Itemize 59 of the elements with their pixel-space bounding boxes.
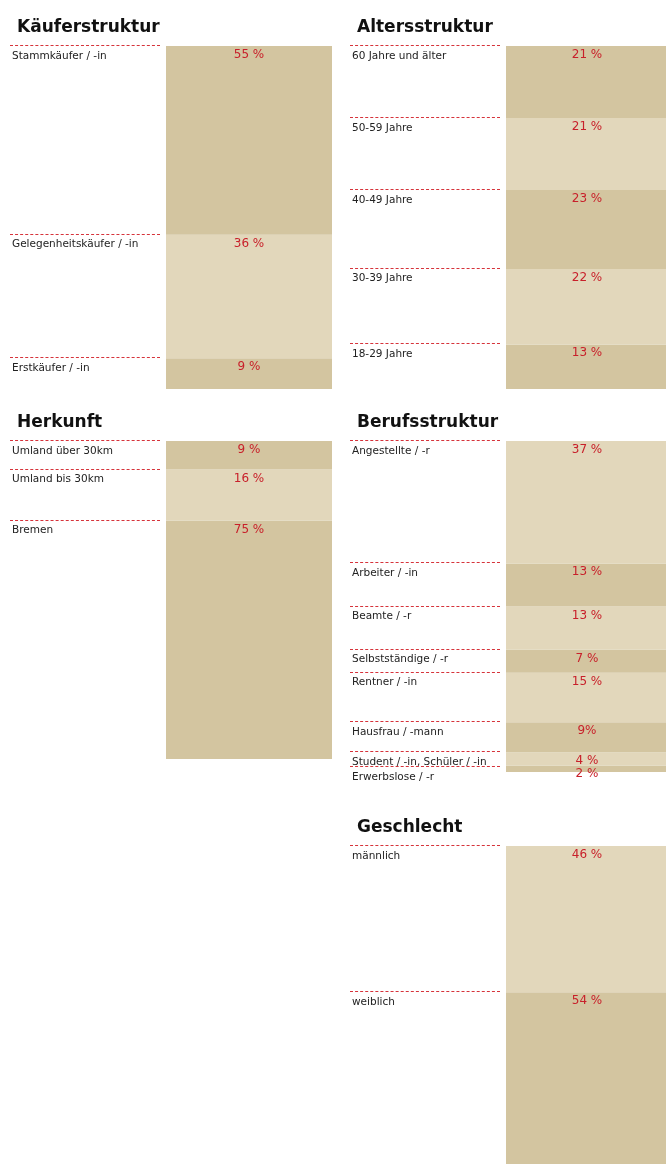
text: Stammkäufer / -in <box>12 48 107 61</box>
data-label: 36 % <box>233 235 265 250</box>
data-label: 9 % <box>237 442 261 456</box>
data-label: 9% <box>577 723 597 738</box>
bar <box>506 441 666 564</box>
data-label: 54 % <box>571 993 603 1008</box>
text: Bremen <box>12 523 54 535</box>
chart-title: Altersstruktur <box>357 15 494 36</box>
bar <box>506 344 666 389</box>
data-label: 15 % <box>571 673 603 688</box>
text: 60 Jahre und älter <box>352 48 448 61</box>
data-label: 55 % <box>233 47 265 61</box>
text: Erwerbslose / -r <box>352 769 435 782</box>
text: Hausfrau / -mann <box>352 724 444 737</box>
text: Erstkäufer / -in <box>12 360 90 373</box>
text: Rentner / -in <box>352 675 418 688</box>
text: 40-49 Jahre <box>352 192 413 205</box>
text: Beamte / -r <box>352 609 412 621</box>
data-label: 21 % <box>571 47 603 61</box>
chart-title: Käuferstruktur <box>17 15 161 36</box>
bar <box>506 118 666 191</box>
data-label: 4 % <box>575 753 599 768</box>
text: Selbstständige / -r <box>352 652 449 665</box>
data-label: 7 % <box>575 650 599 665</box>
bar <box>506 190 666 269</box>
data-label: 23 % <box>571 191 603 206</box>
bar <box>506 606 666 650</box>
text: Umland bis 30km <box>12 472 104 485</box>
chart-title: Geschlecht <box>357 815 463 836</box>
text: 30-39 Jahre <box>352 271 413 284</box>
data-label: 13 % <box>571 607 603 622</box>
text: Angestellte / -r <box>352 443 431 456</box>
text: Gelegenheitskäufer / -in <box>12 237 139 250</box>
data-label: 9 % <box>237 359 261 374</box>
chart-title: Berufsstruktur <box>357 410 499 431</box>
bar <box>506 563 666 607</box>
data-label: 22 % <box>571 269 603 284</box>
text: Umland über 30km <box>12 443 114 456</box>
data-label: 21 % <box>571 119 603 134</box>
bar <box>506 649 666 673</box>
bar <box>506 722 666 753</box>
bar <box>506 752 666 766</box>
text: 50-59 Jahre <box>352 120 413 133</box>
chart-title: Herkunft <box>17 410 103 431</box>
text: 18-29 Jahre <box>352 346 413 359</box>
text: männlich <box>352 848 401 861</box>
data-label: 46 % <box>571 847 603 861</box>
data-label: 37 % <box>571 442 603 456</box>
data-label: 16 % <box>233 470 265 485</box>
data-label: 2 % <box>575 766 599 781</box>
series-label: Student / -in, Schüler / -in <box>352 754 487 767</box>
data-label: 75 % <box>233 521 265 536</box>
text: Arbeiter / -in <box>352 565 419 578</box>
bar <box>506 268 666 345</box>
data-label: 13 % <box>571 345 603 360</box>
bar <box>506 46 666 119</box>
text: weiblich <box>352 994 395 1007</box>
data-label: 13 % <box>571 564 603 579</box>
bar <box>506 672 666 723</box>
